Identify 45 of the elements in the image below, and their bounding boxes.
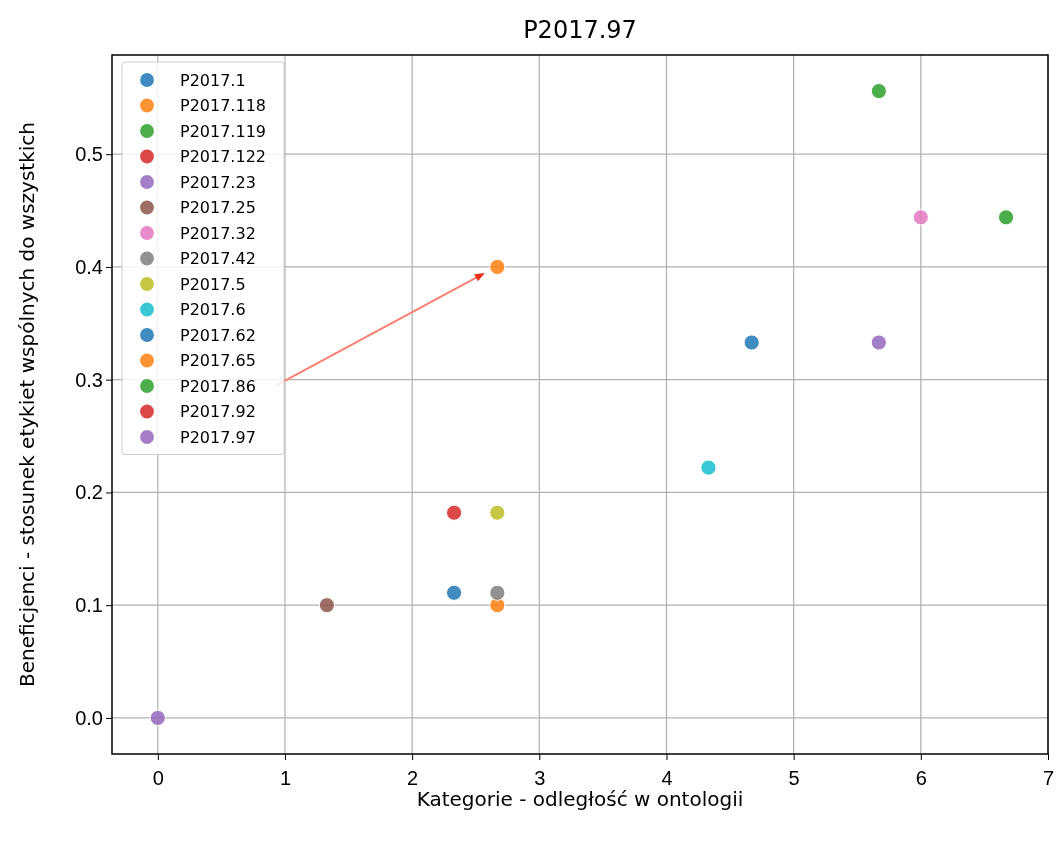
point [700, 459, 717, 476]
point [318, 597, 335, 614]
y-tick-label: 0.3 [75, 368, 103, 391]
point [870, 334, 887, 351]
x-tick-label: 3 [534, 767, 546, 789]
x-tick-label: 0 [152, 767, 164, 789]
point [743, 334, 760, 351]
point [149, 709, 166, 726]
x-tick-label: 6 [915, 767, 927, 789]
point [446, 584, 463, 601]
legend-label: P2017.32 [180, 223, 256, 243]
x-tick-label: 1 [279, 767, 292, 789]
legend-label: P2017.62 [180, 325, 256, 345]
point [870, 83, 887, 100]
legend-label: P2017.23 [180, 172, 256, 192]
chart-title: P2017.97 [523, 16, 637, 44]
point [489, 258, 506, 276]
y-tick-label: 0.4 [75, 255, 103, 278]
point [489, 504, 506, 521]
point [912, 209, 929, 226]
y-tick-label: 0.1 [75, 594, 103, 617]
legend-label: P2017.25 [180, 198, 256, 218]
legend-label: P2017.122 [180, 147, 266, 167]
legend-label: P2017.6 [180, 300, 246, 320]
y-tick-label: 0.0 [75, 706, 103, 729]
point [489, 584, 506, 601]
legend-label: P2017.65 [180, 351, 256, 371]
x-tick-label: 2 [407, 767, 419, 789]
legend-label: P2017.118 [180, 96, 266, 116]
legend-label: P2017.42 [180, 249, 256, 269]
x-tick-label: 5 [788, 767, 800, 789]
y-axis-title: Beneficjenci - stosunek etykiet wspólnych do wszystkich [15, 121, 39, 688]
x-tick-label: 4 [661, 767, 673, 789]
legend-label: P2017.97 [180, 427, 256, 447]
legend-label: P2017.119 [180, 121, 266, 141]
y-tick-label: 0.2 [75, 481, 103, 504]
legend-label: P2017.92 [180, 402, 256, 422]
x-axis-title: Kategorie - odległość w ontologii [416, 787, 744, 811]
point [446, 504, 463, 521]
y-tick-label: 0.5 [75, 143, 103, 166]
legend-label: P2017.86 [180, 376, 256, 396]
legend-label: P2017.1 [180, 70, 246, 90]
x-tick-label: 7 [1042, 767, 1055, 789]
point [997, 209, 1015, 226]
legend-label: P2017.5 [180, 274, 246, 294]
